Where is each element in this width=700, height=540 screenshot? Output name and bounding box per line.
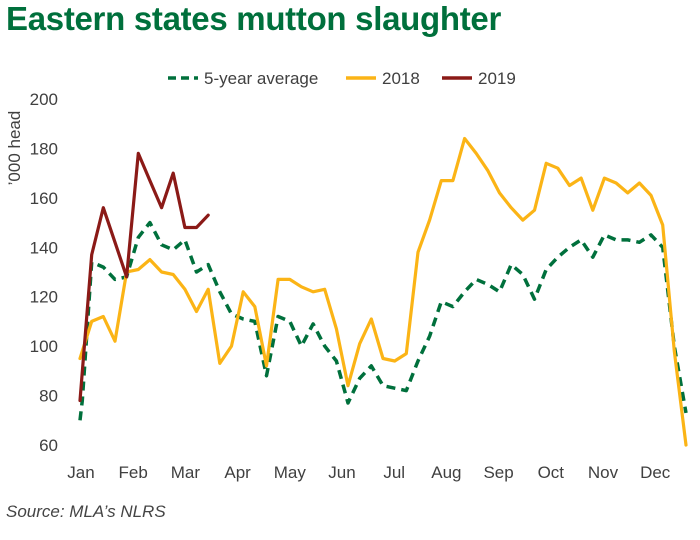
x-axis: Jan Feb Mar Apr May Jun Jul Aug Sep Oct Nov Dec [67, 463, 671, 482]
chart-title: Eastern states mutton slaughter [6, 0, 501, 37]
x-tick-label: Jan [67, 463, 94, 482]
x-tick-label: Jun [328, 463, 355, 482]
series-line-5-year-average [78, 220, 688, 421]
x-tick-label: Aug [431, 463, 461, 482]
x-tick-label: Jul [383, 463, 405, 482]
y-tick-label: 200 [30, 90, 58, 109]
legend-label: 5-year average [204, 69, 318, 88]
legend: 5-year average 2018 2019 [168, 69, 516, 88]
series-line-2018 [78, 136, 688, 447]
y-tick-label: 120 [30, 288, 58, 307]
x-tick-label: Feb [119, 463, 148, 482]
legend-label: 2018 [382, 69, 420, 88]
legend-label: 2019 [478, 69, 516, 88]
x-tick-label: Sep [483, 463, 513, 482]
legend-item: 2019 [442, 69, 516, 88]
x-tick-label: Oct [538, 463, 565, 482]
x-tick-label: May [274, 463, 307, 482]
x-tick-label: Nov [588, 463, 619, 482]
legend-item: 2018 [346, 69, 420, 88]
y-tick-label: 160 [30, 189, 58, 208]
y-tick-label: 60 [39, 436, 58, 455]
y-tick-label: 140 [30, 238, 58, 257]
y-axis-label: ’000 head [5, 111, 24, 186]
y-tick-label: 180 [30, 139, 58, 158]
x-tick-label: Mar [171, 463, 201, 482]
y-tick-label: 100 [30, 337, 58, 356]
legend-item: 5-year average [168, 69, 318, 88]
y-tick-label: 80 [39, 387, 58, 406]
y-axis: 60 80 100 120 140 160 180 200 [30, 90, 58, 455]
plot-area [78, 136, 688, 447]
series-line-2019 [78, 151, 210, 403]
x-tick-label: Dec [640, 463, 671, 482]
source-note: Source: MLA’s NLRS [6, 502, 166, 521]
x-tick-label: Apr [224, 463, 251, 482]
